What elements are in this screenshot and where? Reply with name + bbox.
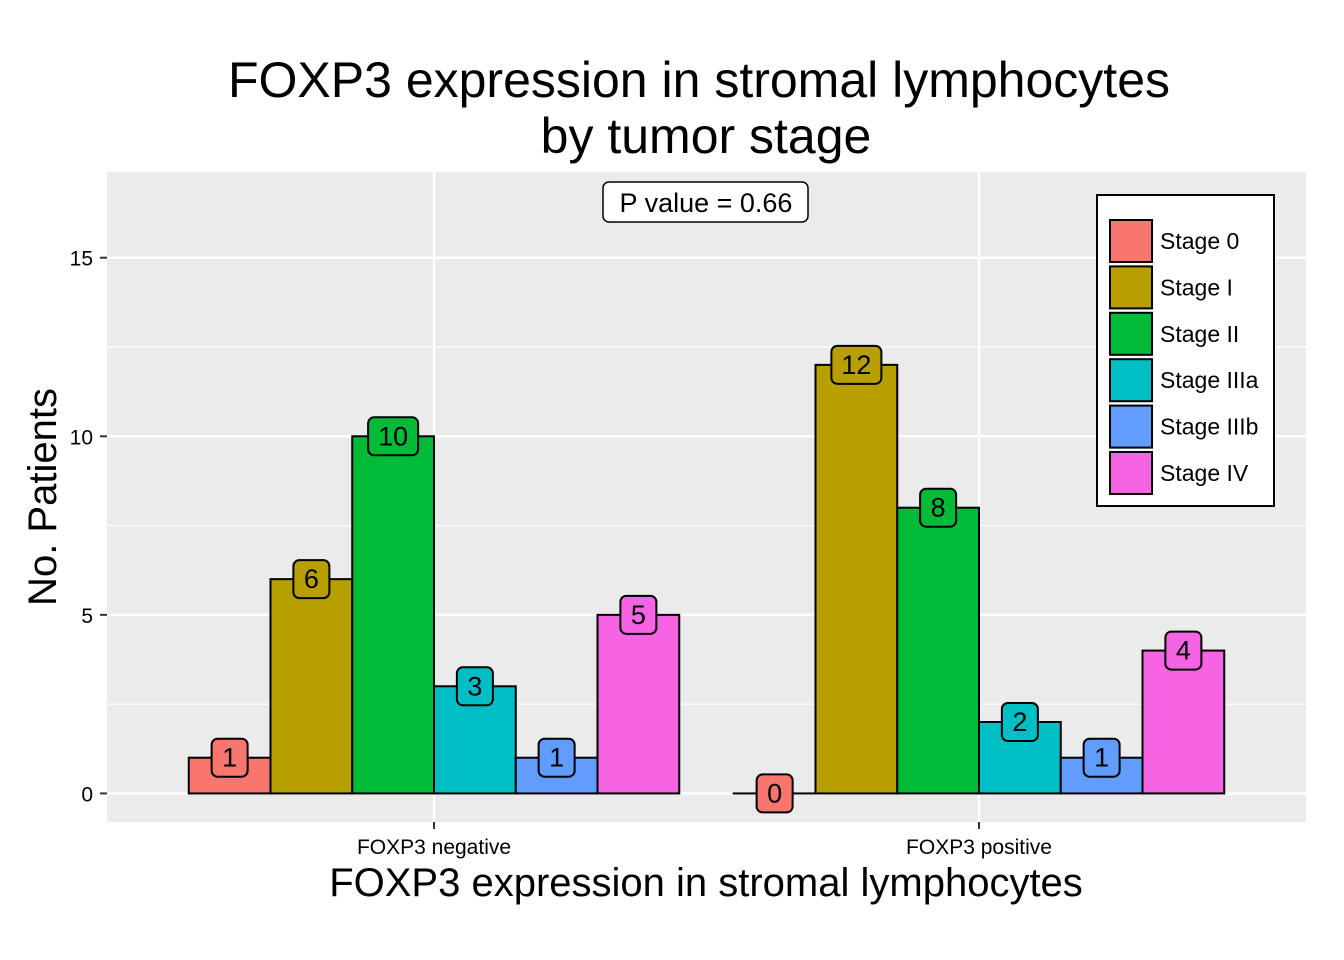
legend-label: Stage 0 (1160, 228, 1239, 254)
legend-key (1109, 311, 1153, 356)
bar-label-box (1082, 737, 1121, 778)
bar (814, 363, 899, 795)
bar-label-box (755, 773, 794, 814)
y-tick-label: 15 (70, 248, 93, 271)
bar-label: 1 (549, 743, 564, 773)
x-axis: FOXP3 negative FOXP3 positive (357, 822, 1052, 859)
bar-label: 5 (631, 600, 646, 630)
legend-label: Stage I (1160, 274, 1233, 300)
bar (1141, 649, 1226, 795)
bar-label-box (455, 666, 494, 707)
legend-label: Stage IIIa (1160, 367, 1259, 393)
y-tick-label: 10 (70, 426, 93, 449)
bar (351, 435, 435, 795)
y-tick-label: 5 (81, 605, 93, 628)
bar-label-box (537, 737, 576, 778)
legend-key (1109, 265, 1153, 310)
bar-label: 1 (1094, 743, 1109, 773)
bar-label-box (919, 487, 958, 528)
chart-title-line-2: by tumor stage (541, 108, 872, 164)
bar-label-box (367, 416, 420, 457)
bar-label-box (619, 594, 658, 635)
bar-label: 8 (931, 493, 946, 523)
y-axis: 0 5 10 15 (70, 248, 107, 806)
bar (596, 613, 681, 795)
x-tick-label: FOXP3 positive (906, 836, 1052, 859)
legend-key (1109, 451, 1153, 495)
legend-key (1109, 404, 1153, 449)
bar-label: 12 (841, 350, 871, 380)
legend: Stage 0 Stage I Stage II Stage IIIa Stage II… (1096, 194, 1275, 507)
p-value-box (602, 181, 809, 223)
p-value-annotation: P value = 0.66 (602, 181, 809, 223)
chart-title-line-1: FOXP3 expression in stromal lymphocytes (228, 52, 1170, 108)
p-value-text: P value = 0.66 (620, 188, 793, 218)
y-axis-title: No. Patients (21, 388, 65, 606)
x-axis-title: FOXP3 expression in stromal lymphocytes (329, 861, 1083, 905)
bar-label: 4 (1176, 636, 1191, 666)
bar-label-box (292, 559, 331, 600)
bar-label-box (1164, 630, 1203, 671)
bar-label: 3 (467, 671, 482, 701)
bar-label: 10 (378, 421, 408, 451)
bar-label: 1 (222, 743, 237, 773)
legend-key (1109, 358, 1153, 403)
bar (896, 506, 980, 795)
bar (269, 578, 354, 795)
bar-label: 2 (1012, 707, 1027, 737)
x-tick-label: FOXP3 negative (357, 836, 511, 859)
bar-label: 6 (304, 564, 319, 594)
bar-label-box (210, 737, 249, 778)
legend-label: Stage IV (1160, 460, 1249, 486)
bars (187, 363, 1226, 795)
legend-label: Stage IIIb (1160, 414, 1258, 440)
y-tick-label: 0 (81, 783, 93, 806)
legend-key (1109, 219, 1153, 263)
legend-label: Stage II (1160, 321, 1239, 347)
bar-label: 0 (767, 778, 782, 808)
bar-label-box (1000, 702, 1039, 742)
bar-label-box (830, 344, 883, 385)
